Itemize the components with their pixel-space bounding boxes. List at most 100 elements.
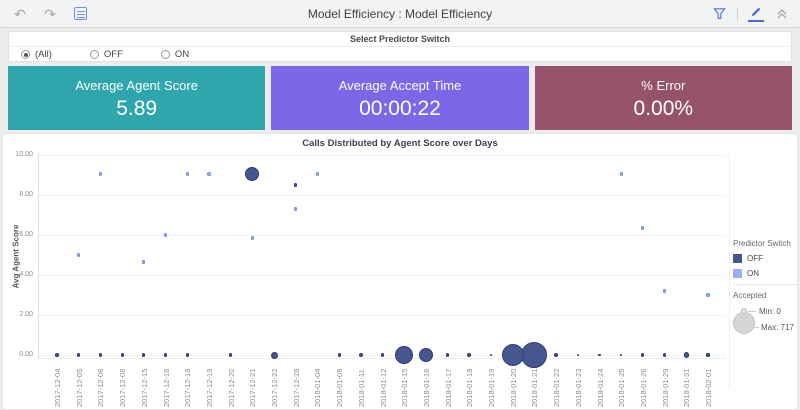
x-tick-label: 2017-12-28 [291, 368, 301, 407]
kpi-value: 0.00% [633, 97, 694, 120]
data-point-off[interactable] [270, 351, 278, 359]
max-size-circle-icon [733, 312, 755, 334]
x-tick-label: 2018-01-26 [638, 368, 648, 407]
data-point-on[interactable] [662, 289, 667, 293]
data-point-on[interactable] [98, 172, 102, 176]
data-point-off[interactable] [641, 353, 645, 357]
toolbar-left: ↶ ↷ [0, 6, 110, 22]
data-point-off[interactable] [598, 353, 601, 357]
data-point-on[interactable] [142, 260, 146, 264]
chart-legend: Predictor Switch OFF ON Accepted Min: 0 [733, 239, 797, 340]
collapse-chevrons-icon[interactable] [774, 6, 790, 22]
data-point-off[interactable] [380, 353, 385, 357]
filter-title: Select Predictor Switch [9, 32, 791, 47]
chart-panel: Calls Distributed by Agent Score over Da… [2, 133, 798, 410]
radio-circle[interactable] [89, 50, 99, 59]
x-tick-label: 2018-01-19 [487, 368, 496, 407]
data-point-off[interactable] [294, 183, 298, 187]
data-point-off[interactable] [467, 352, 472, 358]
radio-circle[interactable] [160, 50, 170, 59]
kpi-label: % Error [641, 78, 686, 93]
x-tick-label: 2018-01-11 [356, 369, 366, 407]
y-tick-label: 8.00 [19, 191, 33, 198]
data-point-on[interactable] [315, 172, 319, 176]
x-tick-label: 2017-12-06 [96, 368, 106, 407]
data-point-on[interactable] [77, 253, 81, 257]
radio-circle[interactable] [21, 50, 30, 59]
radio-label: (All) [35, 49, 52, 60]
chart-title: Calls Distributed by Agent Score over Da… [302, 138, 498, 149]
data-point-off[interactable] [395, 346, 414, 364]
on-swatch [733, 269, 742, 278]
radio-option-off[interactable]: OFF [89, 49, 123, 60]
data-point-off[interactable] [521, 342, 548, 368]
x-tick-label: 2018-01-22 [552, 368, 562, 407]
kpi-card-avg-agent-score: Average Agent Score 5.89 [8, 66, 266, 130]
data-point-off[interactable] [142, 353, 146, 357]
radio-label: OFF [103, 49, 123, 60]
data-point-on[interactable] [207, 172, 211, 176]
data-point-off[interactable] [185, 353, 189, 357]
data-point-off[interactable] [553, 352, 559, 358]
data-point-off[interactable] [55, 353, 59, 357]
data-point-on[interactable] [619, 172, 623, 176]
data-point-off[interactable] [446, 353, 450, 357]
data-point-off[interactable] [245, 167, 260, 181]
x-tick-label: 2018-01-25 [617, 368, 627, 407]
filter-icon[interactable] [711, 6, 727, 22]
y-tick-label: 0.00 [19, 351, 33, 358]
radio-option-all[interactable]: (All) [21, 49, 52, 60]
undo-icon[interactable]: ↶ [14, 5, 26, 22]
x-tick-label: 2017-12-08 [118, 368, 128, 407]
data-point-off[interactable] [683, 352, 689, 358]
data-point-on[interactable] [163, 233, 168, 237]
kpi-value: 5.89 [116, 97, 158, 120]
edit-pencil-icon[interactable] [748, 6, 764, 22]
gridline [38, 315, 726, 316]
legend-item-off[interactable]: OFF [733, 254, 797, 263]
gridline [38, 275, 726, 276]
report-icon[interactable] [72, 6, 88, 22]
redo-icon[interactable]: ↷ [44, 5, 56, 22]
data-point-off[interactable] [120, 353, 124, 357]
data-point-off[interactable] [77, 353, 81, 357]
page-title: Model Efficiency : Model Efficiency [307, 6, 493, 21]
x-tick-label: 2018-01-31 [682, 368, 692, 407]
x-tick-label: 2017-12-22 [270, 368, 279, 407]
x-tick-label: 2018-01-16 [421, 368, 431, 407]
data-point-on[interactable] [250, 236, 254, 240]
radio-label: ON [174, 49, 190, 60]
data-point-off[interactable] [337, 353, 341, 357]
x-tick-label: 2018-01-04 [313, 368, 323, 407]
x-tick-label: 2018-01-15 [400, 368, 410, 407]
legend-divider [729, 154, 730, 389]
data-point-off[interactable] [98, 353, 102, 357]
data-point-on[interactable] [641, 226, 645, 230]
predictor-switch-filter: Select Predictor Switch (All) OFF ON [8, 31, 792, 62]
legend-separator [733, 284, 797, 285]
x-tick-label: 2017-12-20 [226, 368, 236, 407]
legend-item-on[interactable]: ON [733, 269, 797, 278]
radio-option-on[interactable]: ON [160, 49, 190, 60]
data-point-off[interactable] [663, 353, 667, 357]
data-point-on[interactable] [185, 172, 189, 176]
gridline [38, 235, 726, 236]
data-point-off[interactable] [229, 353, 233, 357]
data-point-on[interactable] [294, 207, 298, 211]
x-tick-label: 2017-12-16 [161, 368, 171, 407]
off-swatch [733, 254, 742, 263]
x-tick-label: 2018-01-12 [378, 368, 388, 407]
data-point-off[interactable] [501, 344, 524, 366]
data-point-on[interactable] [706, 293, 710, 297]
data-point-off[interactable] [706, 353, 710, 357]
size-max-label: Max: 717 [761, 323, 794, 332]
data-point-off[interactable] [163, 353, 168, 357]
data-point-off[interactable] [418, 348, 433, 362]
min-size-circle-icon [741, 308, 747, 314]
data-point-off[interactable] [489, 353, 493, 357]
toolbar: ↶ ↷ Model Efficiency : Model Efficiency [0, 0, 800, 28]
data-point-off[interactable] [358, 352, 363, 358]
data-point-off[interactable] [576, 353, 580, 357]
min-connector [748, 311, 756, 312]
